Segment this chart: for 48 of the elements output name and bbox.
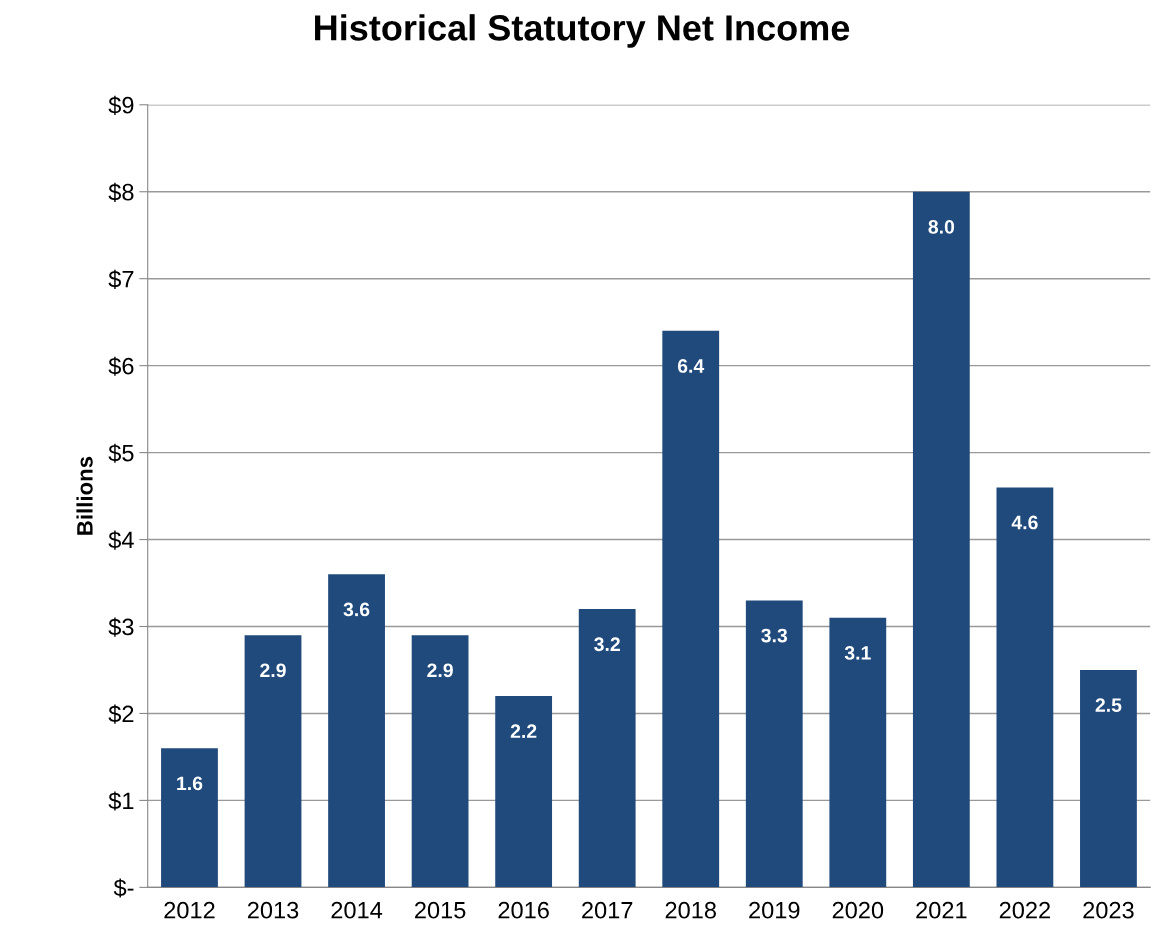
data-label: 1.6 <box>177 776 203 791</box>
y-tick-label: $5 <box>108 443 134 463</box>
x-tick-label: 2019 <box>749 901 800 919</box>
y-axis-title: Billions <box>76 456 93 535</box>
data-label: 2.9 <box>427 663 453 678</box>
x-tick-label: 2020 <box>832 901 884 919</box>
x-tick-label: 2014 <box>331 901 383 919</box>
bar <box>244 635 302 888</box>
data-label: 4.6 <box>1011 515 1038 530</box>
data-label: 2.9 <box>260 663 286 678</box>
bar <box>328 574 385 888</box>
data-label: 2.2 <box>510 724 537 738</box>
bar <box>411 635 469 888</box>
x-tick-label: 2021 <box>916 901 967 919</box>
y-tick-label: $7 <box>108 269 134 289</box>
data-label: 8.0 <box>928 219 955 234</box>
y-tick-label: $2 <box>108 704 134 724</box>
y-tick-label: $3 <box>108 617 134 637</box>
x-tick-label: 2012 <box>164 901 215 919</box>
x-tick-label: 2017 <box>582 901 633 919</box>
bar <box>745 600 803 888</box>
data-label: 3.3 <box>761 628 788 643</box>
data-label: 2.5 <box>1095 698 1122 712</box>
x-tick-label: 2015 <box>415 901 466 919</box>
data-label: 6.4 <box>677 359 705 373</box>
bar <box>829 617 887 888</box>
y-tick-label: $1 <box>108 791 134 811</box>
bar <box>578 609 636 888</box>
x-tick-label: 2013 <box>247 901 299 919</box>
bar <box>1080 669 1137 888</box>
y-tick-label: $4 <box>108 530 134 550</box>
bar <box>161 748 218 888</box>
bar <box>662 330 720 888</box>
y-tick-label: $8 <box>108 182 134 202</box>
x-tick-label: 2022 <box>999 901 1050 919</box>
x-tick-label: 2018 <box>665 901 716 919</box>
bar <box>912 191 970 888</box>
y-tick-label: $- <box>113 878 134 898</box>
chart-title: Historical Statutory Net Income <box>315 14 850 48</box>
x-tick-label: 2023 <box>1083 901 1134 919</box>
data-label: 3.6 <box>343 602 370 617</box>
y-tick-label: $9 <box>108 95 134 115</box>
y-tick-label: $6 <box>108 356 134 376</box>
bar <box>996 487 1054 888</box>
bar <box>495 696 553 888</box>
x-tick-label: 2016 <box>498 901 549 919</box>
data-label: 3.2 <box>594 637 620 652</box>
data-label: 3.1 <box>844 646 871 660</box>
